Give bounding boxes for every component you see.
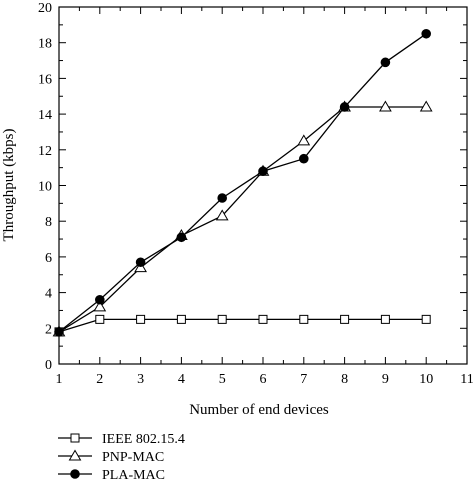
data-point bbox=[379, 100, 392, 112]
y-axis: 0 2 4 6 8 10 12 14 16 18 20 bbox=[38, 1, 467, 373]
plot-frame bbox=[58, 6, 468, 365]
x-axis: 1 2 3 4 5 6 7 8 9 10 11 bbox=[56, 7, 474, 387]
series-1 bbox=[54, 314, 431, 337]
legend-entry: PNP-MAC bbox=[58, 449, 164, 465]
data-point bbox=[380, 57, 391, 68]
data-point bbox=[258, 166, 268, 177]
data-point bbox=[339, 102, 350, 112]
y-tick-label: 0 bbox=[45, 358, 52, 373]
x-tick-label: 7 bbox=[300, 372, 307, 387]
data-point bbox=[421, 314, 431, 324]
x-tick-label: 10 bbox=[419, 372, 433, 387]
y-tick-label: 4 bbox=[45, 287, 52, 302]
data-point bbox=[176, 232, 187, 243]
x-tick-label: 9 bbox=[382, 372, 389, 387]
x-tick-label: 8 bbox=[341, 372, 348, 387]
y-tick-label: 18 bbox=[38, 37, 52, 52]
legend-label: PLA-MAC bbox=[102, 468, 165, 483]
data-point bbox=[54, 327, 64, 337]
data-point bbox=[299, 153, 309, 164]
legend-entry: PLA-MAC bbox=[58, 468, 165, 483]
legend: IEEE 802.15.4 PNP-MAC PLA-MAC bbox=[58, 432, 185, 483]
y-tick-label: 16 bbox=[38, 72, 52, 87]
x-tick-label: 2 bbox=[96, 372, 103, 387]
series-line bbox=[58, 318, 427, 333]
x-tick-label: 11 bbox=[460, 372, 473, 387]
y-axis-title: Throughput (kbps) bbox=[1, 129, 17, 242]
legend-label: IEEE 802.15.4 bbox=[102, 432, 185, 447]
data-point bbox=[135, 257, 146, 268]
x-tick-label: 6 bbox=[260, 372, 267, 387]
y-tick-label: 20 bbox=[38, 1, 52, 16]
data-point bbox=[421, 28, 432, 39]
legend-marker bbox=[70, 469, 80, 479]
x-tick-label: 3 bbox=[137, 372, 144, 387]
data-point bbox=[340, 314, 350, 324]
series-line bbox=[58, 106, 427, 333]
data-point bbox=[217, 193, 227, 203]
y-tick-label: 6 bbox=[45, 251, 52, 266]
legend-label: PNP-MAC bbox=[102, 450, 164, 465]
legend-marker bbox=[68, 449, 82, 461]
y-tick-label: 10 bbox=[38, 180, 52, 195]
y-tick-label: 14 bbox=[38, 108, 52, 123]
x-tick-label: 5 bbox=[219, 372, 226, 387]
legend-entry: IEEE 802.15.4 bbox=[58, 432, 185, 447]
data-point bbox=[217, 314, 227, 324]
data-point bbox=[297, 134, 311, 146]
x-tick-label: 1 bbox=[56, 372, 63, 387]
data-point bbox=[299, 314, 309, 324]
series-layer bbox=[52, 28, 433, 337]
series-line bbox=[58, 33, 427, 333]
data-point bbox=[215, 209, 229, 221]
data-point bbox=[419, 100, 433, 112]
data-point bbox=[93, 300, 107, 312]
y-tick-label: 8 bbox=[45, 215, 52, 230]
x-tick-label: 4 bbox=[178, 372, 185, 387]
y-tick-label: 12 bbox=[38, 144, 52, 159]
x-axis-title: Number of end devices bbox=[189, 402, 329, 418]
data-point bbox=[176, 314, 186, 324]
data-point bbox=[95, 314, 105, 324]
series-2 bbox=[52, 100, 433, 337]
data-point bbox=[258, 314, 268, 324]
y-tick-label: 2 bbox=[45, 322, 52, 337]
series-3 bbox=[54, 28, 432, 337]
data-point bbox=[380, 314, 390, 324]
legend-marker bbox=[70, 433, 80, 443]
data-point bbox=[95, 294, 105, 305]
data-point bbox=[136, 314, 146, 324]
